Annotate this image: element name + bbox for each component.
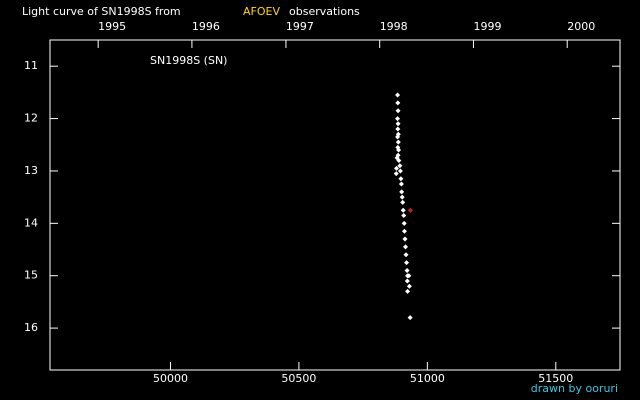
x-tick-label: 51000 xyxy=(410,372,445,385)
x2-tick-label: 1998 xyxy=(380,20,408,33)
data-point xyxy=(397,168,403,174)
x-tick-label: 50000 xyxy=(153,372,188,385)
x-tick-label: 50500 xyxy=(281,372,316,385)
data-point xyxy=(403,244,409,250)
data-point xyxy=(395,116,401,122)
data-point xyxy=(400,199,406,205)
data-point xyxy=(398,181,404,187)
y-tick-label: 11 xyxy=(24,59,38,72)
data-point xyxy=(393,171,399,177)
y-tick-label: 15 xyxy=(24,269,38,282)
data-point xyxy=(404,278,410,284)
x2-tick-label: 2000 xyxy=(567,20,595,33)
x2-tick-label: 1997 xyxy=(286,20,314,33)
data-point xyxy=(395,121,401,127)
plot-frame xyxy=(49,39,621,371)
y-tick-label: 12 xyxy=(24,112,38,125)
x2-tick-label: 1995 xyxy=(98,20,126,33)
data-point xyxy=(406,273,412,279)
data-point xyxy=(396,147,402,153)
data-point xyxy=(407,315,413,321)
data-point xyxy=(399,189,405,195)
x2-tick-label: 1996 xyxy=(192,20,220,33)
data-point xyxy=(397,163,403,169)
data-point xyxy=(395,126,401,132)
x-tick-label: 51500 xyxy=(538,372,573,385)
data-point xyxy=(404,267,410,273)
data-point xyxy=(401,212,407,218)
data-point xyxy=(406,283,412,289)
data-point xyxy=(396,157,402,163)
data-point xyxy=(400,207,406,213)
data-point xyxy=(395,92,401,98)
y-tick-label: 16 xyxy=(24,321,38,334)
data-point xyxy=(403,252,409,258)
credit: drawn by ooruri xyxy=(531,382,618,395)
title-source: AFOEV xyxy=(243,5,280,18)
data-point xyxy=(395,134,401,140)
y-tick-label: 13 xyxy=(24,164,38,177)
data-point xyxy=(398,176,404,182)
data-point xyxy=(402,236,408,242)
title-tail: observations xyxy=(289,5,360,18)
annotation: SN1998S (SN) xyxy=(150,54,227,67)
data-point xyxy=(401,228,407,234)
data-point xyxy=(395,100,401,106)
data-point xyxy=(407,207,413,213)
data-point xyxy=(401,220,407,226)
x2-tick-label: 1999 xyxy=(473,20,501,33)
data-point xyxy=(394,165,400,171)
data-point xyxy=(399,194,405,200)
data-point xyxy=(395,152,401,158)
data-point xyxy=(404,260,410,266)
data-point xyxy=(395,139,401,145)
y-tick-label: 14 xyxy=(24,216,38,229)
data-point xyxy=(395,108,401,114)
data-point xyxy=(405,288,411,294)
chart-title: Light curve of SN1998S from xyxy=(22,5,181,18)
